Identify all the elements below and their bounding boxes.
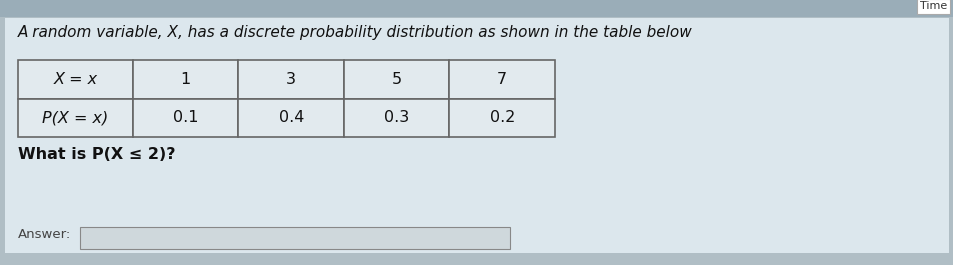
Text: Time: Time: [919, 1, 946, 11]
Text: 1: 1: [180, 72, 191, 87]
Bar: [238, 60, 344, 99]
Text: 7: 7: [497, 72, 507, 87]
Text: P(X = x): P(X = x): [42, 110, 109, 125]
Bar: [132, 99, 238, 137]
Text: 5: 5: [392, 72, 401, 87]
Bar: [18, 99, 132, 137]
Bar: [80, 227, 510, 249]
Bar: [344, 60, 449, 99]
Text: What is P(X ≤ 2)?: What is P(X ≤ 2)?: [18, 147, 175, 162]
Text: X = x: X = x: [53, 72, 97, 87]
Bar: [132, 60, 238, 99]
Text: 0.3: 0.3: [384, 110, 409, 125]
Text: 0.2: 0.2: [489, 110, 515, 125]
Bar: [449, 99, 555, 137]
Bar: [344, 99, 449, 137]
Text: 3: 3: [286, 72, 296, 87]
Text: A random variable, X, has a discrete probability distribution as shown in the ta: A random variable, X, has a discrete pro…: [18, 25, 692, 40]
Text: Answer:: Answer:: [18, 228, 71, 241]
Text: 0.4: 0.4: [278, 110, 304, 125]
Bar: [18, 60, 132, 99]
Bar: [5, 18, 948, 253]
Bar: [238, 99, 344, 137]
Bar: [0, 0, 953, 17]
Bar: [449, 60, 555, 99]
Text: 0.1: 0.1: [172, 110, 198, 125]
